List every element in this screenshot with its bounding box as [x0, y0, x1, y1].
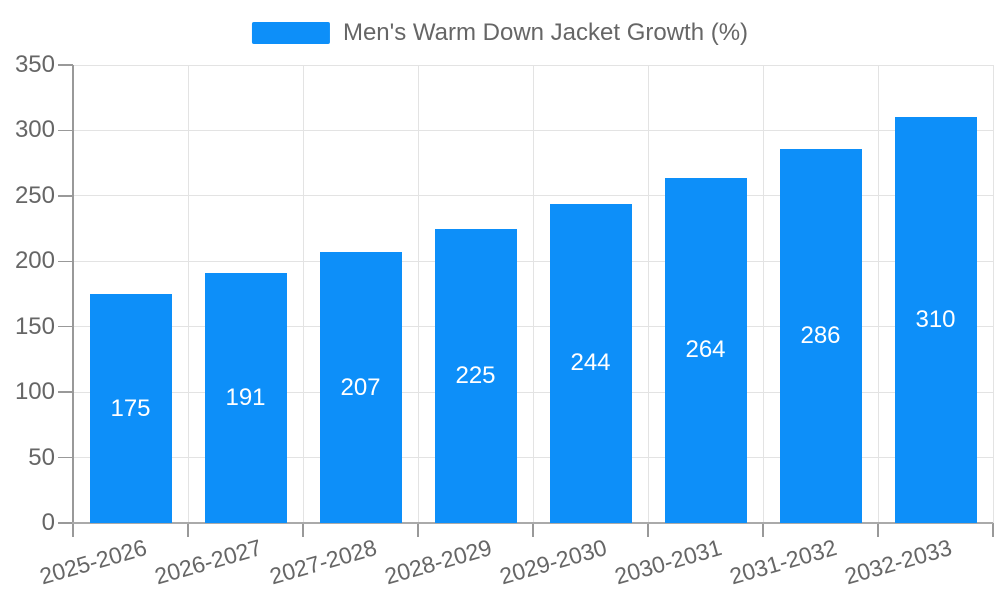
x-axis-tick: [532, 523, 534, 537]
x-axis-line: [72, 522, 993, 524]
bar[interactable]: [89, 294, 172, 523]
x-axis-category-label: 2025-2026: [36, 534, 150, 590]
y-axis-tick: [58, 260, 73, 263]
bar[interactable]: [549, 203, 632, 523]
y-axis-tick-label: 300: [14, 116, 55, 144]
bar-value-label: 310: [915, 306, 956, 334]
x-axis-category-label: 2031-2032: [726, 534, 840, 590]
x-gridline: [762, 65, 764, 523]
x-axis-category-label: 2032-2033: [841, 534, 955, 590]
x-gridline: [877, 65, 879, 523]
bar-value-label: 225: [455, 361, 496, 389]
bar[interactable]: [779, 148, 862, 523]
x-axis-category-label: 2026-2027: [151, 534, 265, 590]
x-axis-category-label: 2028-2029: [381, 534, 495, 590]
bar[interactable]: [894, 117, 977, 523]
bar-value-label: 207: [340, 373, 381, 401]
x-axis-category-label: 2027-2028: [266, 534, 380, 590]
bar-value-label: 264: [685, 336, 726, 364]
bar[interactable]: [434, 228, 517, 523]
y-axis-tick: [58, 129, 73, 132]
y-axis-tick-label: 200: [14, 247, 55, 275]
legend-item[interactable]: Men's Warm Down Jacket Growth (%): [251, 19, 749, 47]
y-axis-tick: [58, 456, 73, 459]
y-axis-tick: [58, 391, 73, 393]
y-axis-tick: [58, 64, 73, 66]
y-axis-tick-label: 350: [14, 51, 55, 78]
y-axis-tick-label: 100: [14, 378, 55, 406]
x-axis-tick: [992, 523, 994, 537]
x-axis-tick: [187, 523, 189, 537]
x-axis-tick: [417, 523, 419, 537]
y-axis-tick: [58, 522, 73, 524]
x-axis-tick: [72, 523, 74, 537]
y-axis-tick-label: 150: [14, 312, 55, 340]
x-axis-category-label: 2030-2031: [611, 534, 725, 590]
y-axis-tick: [58, 195, 73, 197]
legend-swatch: [251, 22, 330, 44]
bar[interactable]: [664, 177, 747, 523]
x-axis-tick: [647, 523, 649, 537]
bar[interactable]: [204, 273, 287, 523]
bar-value-label: 191: [225, 384, 266, 412]
x-axis-tick: [877, 523, 879, 537]
bar[interactable]: [319, 252, 402, 523]
x-gridline: [417, 65, 419, 523]
bar-value-label: 244: [570, 349, 611, 377]
y-axis-line: [72, 65, 74, 523]
x-axis-tick: [762, 523, 764, 537]
y-axis-tick: [58, 325, 73, 328]
y-axis-tick-label: 50: [28, 443, 55, 471]
x-gridline: [647, 65, 649, 523]
y-axis-tick-label: 0: [41, 509, 55, 536]
legend-label: Men's Warm Down Jacket Growth (%): [342, 19, 749, 46]
x-axis-tick: [302, 523, 304, 537]
plot-area: 0 50 100 150 200 250 300 350 175 2025-2026 191 2026…: [15, 53, 994, 589]
x-gridline: [302, 65, 304, 523]
bar-value-label: 175: [110, 394, 151, 422]
x-gridline: [187, 65, 189, 523]
y-axis-tick-label: 250: [14, 181, 55, 209]
x-axis-category-label: 2029-2030: [496, 534, 610, 590]
x-gridline: [992, 65, 994, 523]
bar-value-label: 286: [800, 321, 841, 349]
x-gridline: [532, 65, 534, 523]
